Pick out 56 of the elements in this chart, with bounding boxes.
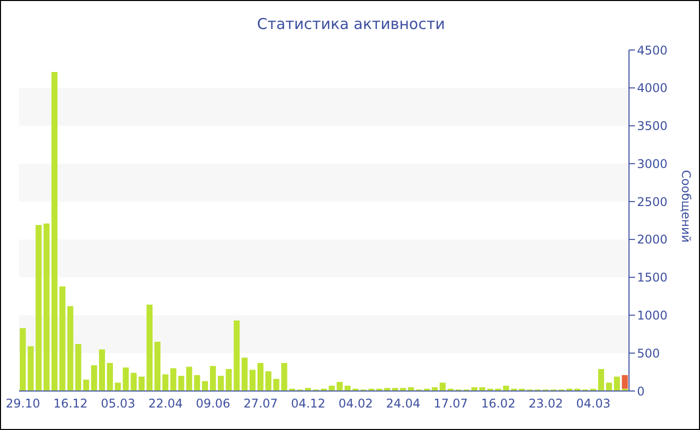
x-tick-label: 04.12 xyxy=(290,396,326,411)
y-tick-label: 2500 xyxy=(637,194,668,209)
x-tick-label: 05.03 xyxy=(100,396,136,411)
bar xyxy=(44,224,50,391)
x-tick-label: 09.06 xyxy=(196,396,230,411)
x-tick-label: 17.07 xyxy=(434,396,468,411)
bar xyxy=(218,376,224,391)
x-tick-label: 24.04 xyxy=(386,396,420,411)
bar xyxy=(242,358,248,391)
bar xyxy=(186,366,192,391)
y-tick-label: 500 xyxy=(637,346,660,360)
y-tick-label: 1000 xyxy=(637,308,668,322)
y-axis-title: Сообщений xyxy=(678,168,693,244)
bar xyxy=(59,286,66,391)
bar xyxy=(36,225,42,391)
bar xyxy=(162,374,168,391)
y-tick-label: 3000 xyxy=(637,156,668,171)
bar xyxy=(138,376,145,391)
bar xyxy=(210,366,216,391)
bar xyxy=(114,382,121,391)
bar xyxy=(194,375,200,391)
bar xyxy=(146,304,153,391)
bar xyxy=(598,369,604,391)
y-tick-label: 1500 xyxy=(637,270,668,285)
bar xyxy=(202,381,208,391)
x-tick-label: 27.07 xyxy=(243,396,278,411)
x-tick-label: 29.10 xyxy=(6,396,40,411)
bar xyxy=(614,376,620,391)
bar xyxy=(91,365,98,391)
bar xyxy=(51,72,58,391)
y-tick-label: 3500 xyxy=(637,119,668,134)
bar xyxy=(265,371,272,391)
bar xyxy=(503,386,510,391)
bar xyxy=(440,382,446,391)
bar xyxy=(106,362,113,391)
bar xyxy=(257,362,264,391)
y-tick-label: 4500 xyxy=(637,43,668,58)
bar xyxy=(606,382,612,391)
x-tick-label: 22.04 xyxy=(148,396,183,411)
x-tick-label: 23.02 xyxy=(528,396,563,411)
y-tick-label: 0 xyxy=(637,384,645,398)
x-tick-label: 04.03 xyxy=(576,396,611,411)
bar xyxy=(344,386,351,391)
chart-title: Статистика активности xyxy=(256,15,446,33)
x-tick-label: 04.02 xyxy=(338,396,373,411)
bar xyxy=(622,375,628,389)
bar xyxy=(99,349,106,391)
x-tick-label: 16.02 xyxy=(481,396,516,411)
y-tick-label: 4000 xyxy=(637,81,668,96)
bar xyxy=(408,387,414,391)
bar xyxy=(83,380,90,391)
bar xyxy=(471,387,478,391)
bar xyxy=(154,342,160,391)
y-tick-label: 2000 xyxy=(637,232,668,247)
x-tick-label: 16.12 xyxy=(53,396,88,411)
bar xyxy=(250,370,256,391)
